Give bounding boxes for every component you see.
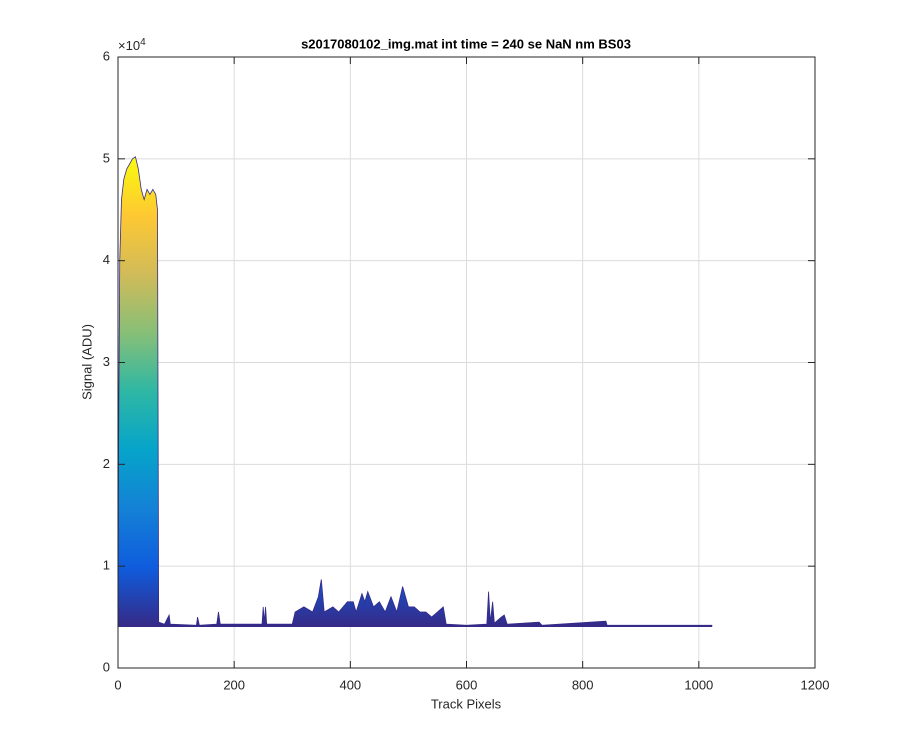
x-tick-label: 200: [223, 677, 245, 692]
multiplier-exponent: 4: [140, 37, 146, 48]
chart-title: s2017080102_img.mat int time = 240 se Na…: [301, 36, 631, 51]
signal-area: [118, 156, 713, 627]
multiplier-base: ×10: [118, 38, 140, 53]
y-tick-label: 2: [103, 456, 110, 471]
y-axis-label: Signal (ADU): [79, 324, 94, 400]
y-tick-label: 0: [103, 659, 110, 674]
x-tick-label: 800: [572, 677, 594, 692]
y-tick-label: 1: [103, 558, 110, 573]
y-tick-label: 3: [103, 354, 110, 369]
x-tick-label: 400: [339, 677, 361, 692]
signal-outline: [117, 156, 713, 626]
x-axis-label: Track Pixels: [431, 696, 502, 711]
y-tick-label: 4: [103, 252, 110, 267]
x-tick-label: 0: [114, 677, 121, 692]
x-tick-label: 600: [456, 677, 478, 692]
y-tick-label: 5: [103, 150, 110, 165]
x-tick-label: 1200: [801, 677, 830, 692]
y-tick-label: 6: [103, 48, 110, 63]
y-multiplier: ×104: [118, 37, 146, 54]
x-tick-label: 1000: [684, 677, 713, 692]
